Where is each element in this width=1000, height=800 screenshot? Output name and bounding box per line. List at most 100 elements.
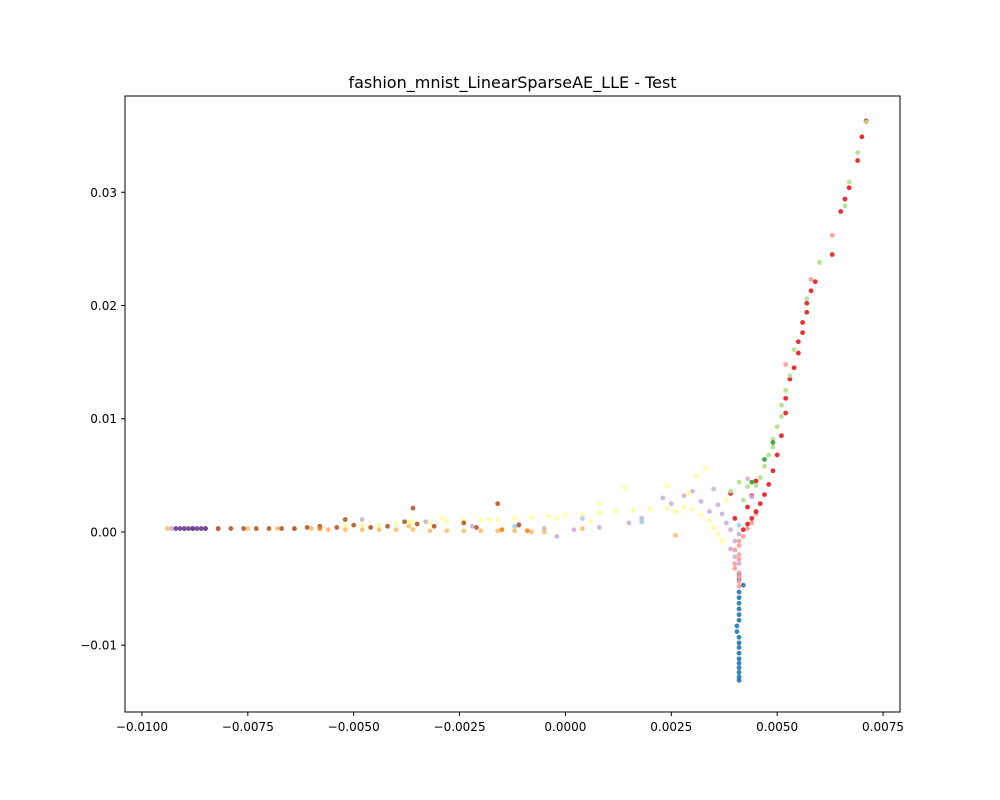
scatter-point [736,669,742,675]
scatter-point [707,518,712,524]
scatter-point [596,501,602,507]
scatter-point [512,528,518,534]
scatter-point [342,527,348,533]
scatter-point [766,452,772,458]
scatter-point [702,466,708,471]
scatter-point [736,556,742,562]
y-tick-label: 0.03 [90,186,117,200]
scatter-point [753,509,759,514]
scatter-point [304,525,310,530]
scatter-point [787,376,793,382]
x-tick-label: 0.0075 [862,720,904,734]
scatter-point [774,424,780,430]
scatter-point [817,260,822,265]
scatter-point [596,525,602,530]
scatter-point [753,478,759,484]
scatter-point [711,486,717,492]
scatter-point [770,436,776,442]
scatter-point [783,388,789,393]
scatter-point [541,526,547,531]
scatter-point [736,600,742,606]
scatter-point [804,296,810,302]
y-tick-label: 0.01 [90,412,117,426]
scatter-point [186,526,191,531]
scatter-point [736,543,742,548]
scatter-point [740,582,746,588]
scatter-point [393,521,399,527]
scatter-point [783,361,789,367]
scatter-point [804,309,810,315]
scatter-point [791,365,797,371]
scatter-point [325,527,331,533]
scatter-point [855,158,861,163]
scatter-point [779,433,784,439]
y-tick-label: −0.01 [80,639,117,653]
x-tick-label: 0.0050 [756,720,798,734]
scatter-point [292,526,297,531]
scatter-point [512,515,518,521]
scatter-point [745,484,750,490]
scatter-point [745,526,750,531]
scatter-point [740,534,746,539]
scatter-point [838,209,844,214]
scatter-point [173,526,179,531]
scatter-point [673,532,678,538]
scatter-point [863,119,869,125]
scatter-point [275,526,280,531]
scatter-point [800,320,805,325]
scatter-point [181,526,187,531]
x-tick-label: −0.0100 [116,720,168,734]
scatter-point [668,501,674,507]
scatter-point [524,528,530,534]
scatter-point [342,517,348,522]
scatter-point [736,656,742,662]
scatter-point [770,440,776,445]
scatter-point [736,645,742,650]
scatter-point [414,521,420,527]
scatter-point [579,511,585,517]
scatter-point [427,520,433,526]
scatter-point [613,509,619,514]
scatter-point [630,508,636,513]
scatter-point [685,491,691,496]
scatter-point [554,515,560,521]
scatter-point [579,526,585,531]
x-axis: −0.0100 −0.0075 −0.0050 −0.0025 0.0000 0.0025… [116,712,904,734]
scatter-point [444,528,450,534]
scatter-point [660,495,666,501]
scatter-point [732,538,738,544]
y-axis: −0.01 0.00 0.01 0.02 0.03 [80,186,125,653]
scatter-point [715,502,721,508]
scatter-point [190,526,196,531]
scatter-point [402,519,407,525]
y-tick-label: 0.02 [90,299,117,313]
scatter-point [351,522,357,528]
scatter-point [681,504,687,510]
scatter-point [829,232,835,238]
scatter-point [529,529,534,535]
x-tick-label: −0.0075 [222,720,274,734]
scatter-point [359,527,365,533]
scatter-point [728,527,733,533]
scatter-point [812,279,818,285]
scatter-point [406,519,412,525]
scatter-point [736,595,742,601]
x-tick-label: −0.0025 [434,720,486,734]
scatter-point [749,520,755,526]
scatter-point [736,612,742,618]
scatter-point [711,525,717,530]
scatter-point [596,510,602,516]
scatter-point [385,523,390,529]
points-layer [164,118,869,683]
scatter-point [639,519,645,525]
scatter-point [393,527,399,533]
scatter-point [736,617,742,623]
scatter-point [779,414,784,419]
scatter-point [736,570,742,576]
scatter-point [736,583,742,589]
y-tick-label: 0.00 [90,525,117,539]
scatter-point [842,203,848,209]
scatter-point [495,528,501,534]
scatter-point [495,501,501,507]
scatter-point [795,339,801,345]
